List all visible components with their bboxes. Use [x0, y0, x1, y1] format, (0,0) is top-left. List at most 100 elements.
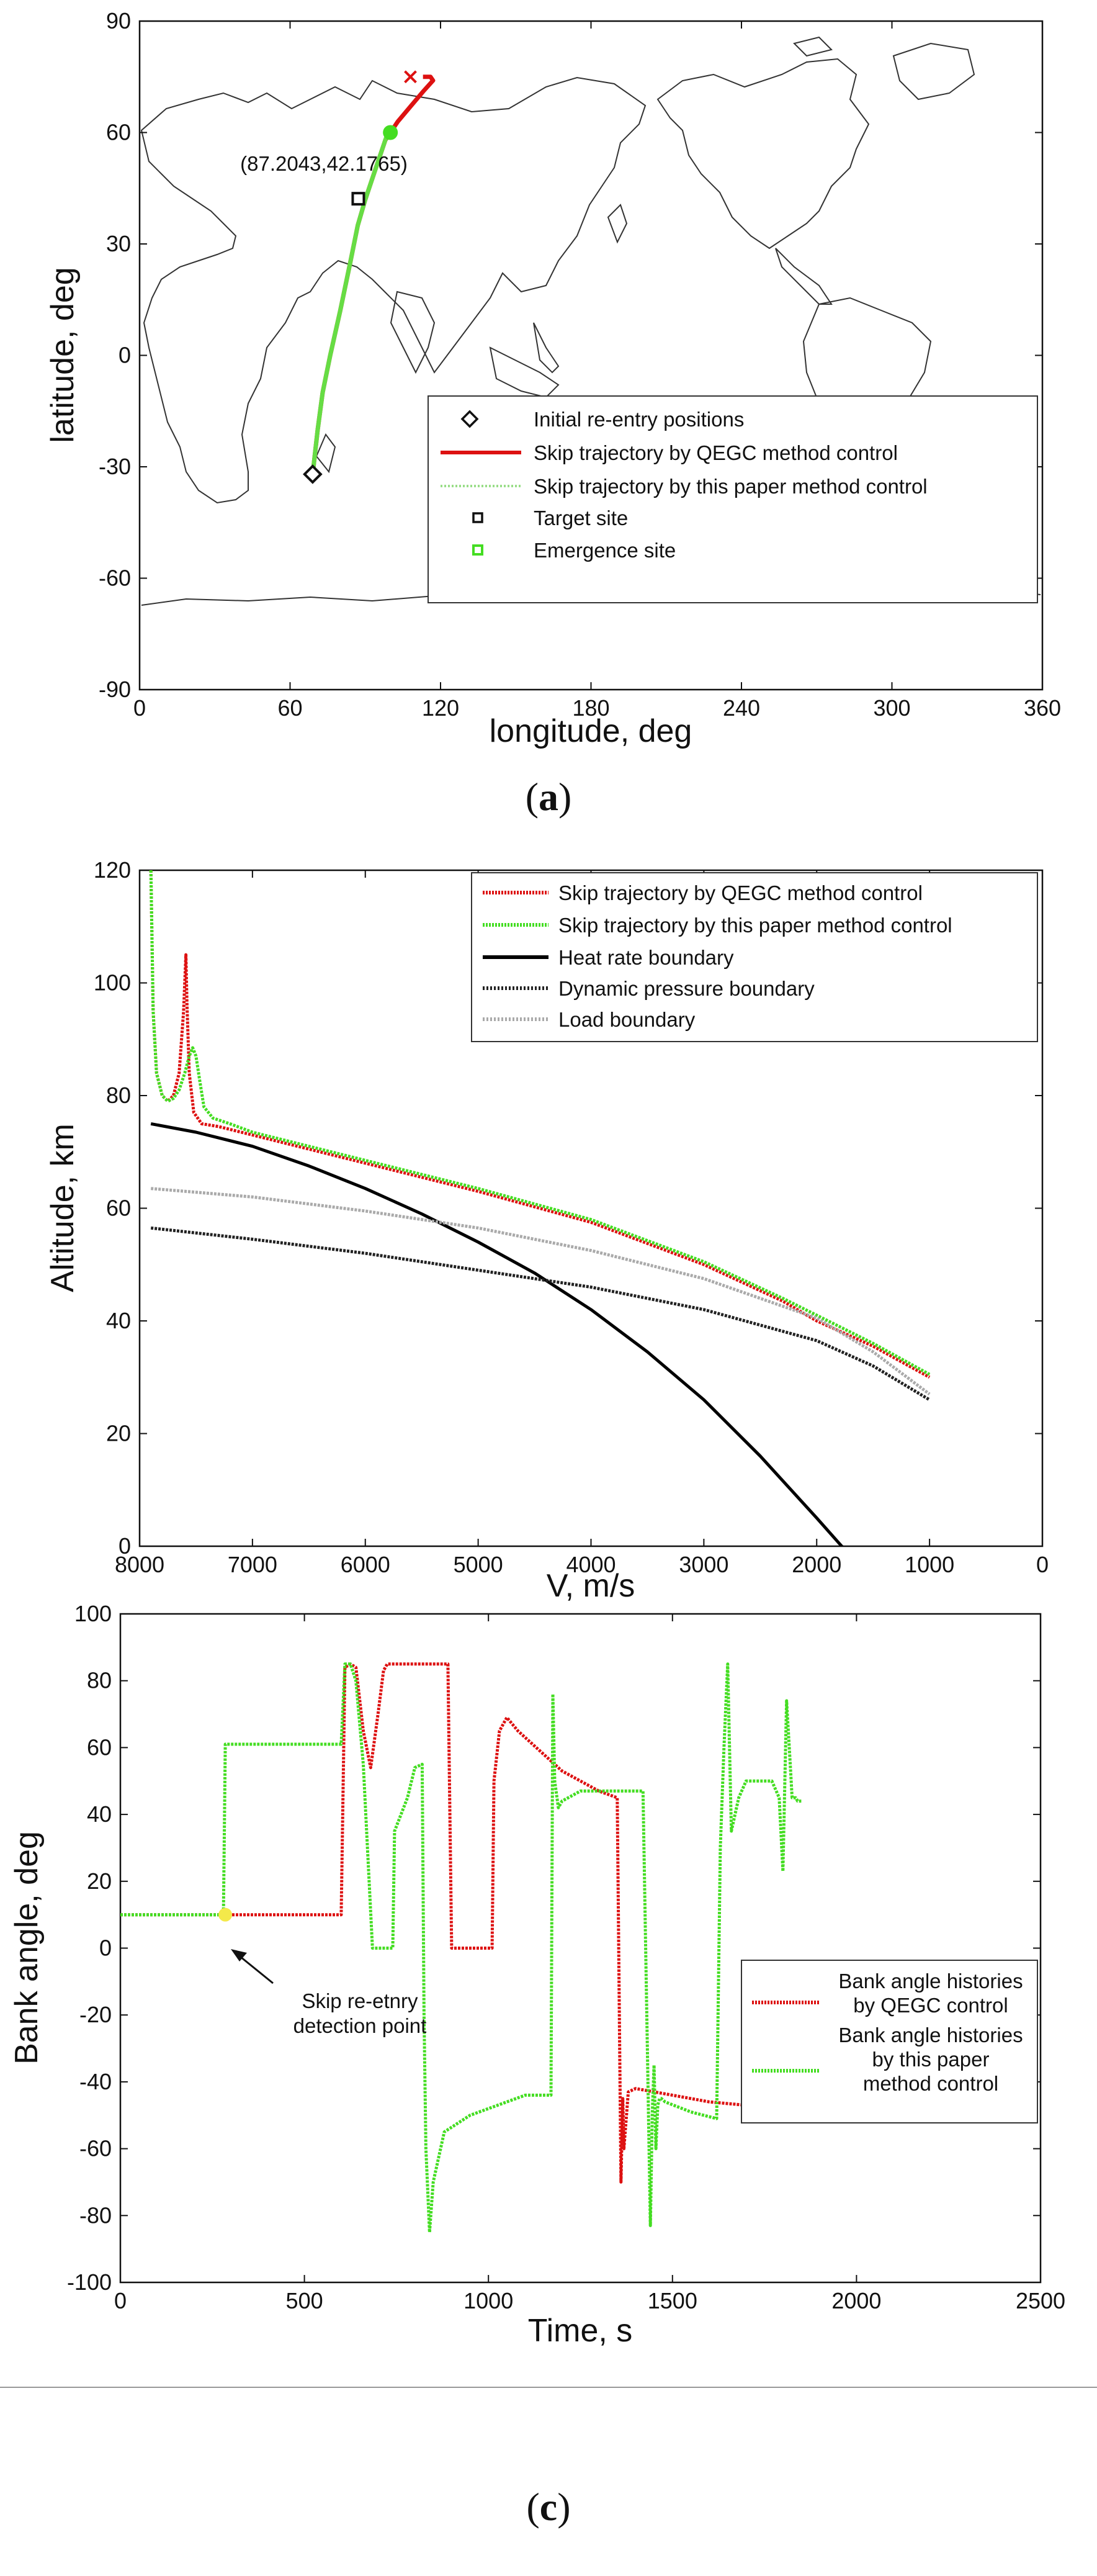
target-coordinate-label: (87.2043,42.1765)	[240, 152, 408, 175]
x-tick-label-b-1: 7000	[228, 1552, 277, 1577]
y-tick-label-a-5: 60	[106, 120, 131, 145]
series-line-b-4	[150, 1187, 931, 1396]
legend-c-item-qegc-line2: by QEGC control	[853, 1994, 1008, 2017]
y-tick-label-a-6: 90	[106, 8, 131, 34]
x-tick-label-a-5: 300	[873, 695, 910, 721]
y-tick-label-c-4: -20	[79, 2002, 112, 2027]
legend-box-b	[471, 872, 1038, 1042]
x-tick-label-c-4: 2000	[831, 2288, 881, 2313]
y-tick-label-a-3: 0	[119, 343, 131, 368]
legend-a-item-emergence: Emergence site	[534, 539, 676, 562]
x-tick-label-a-4: 240	[723, 695, 760, 721]
y-tick-label-c-9: 80	[87, 1668, 112, 1693]
axis-label-y-c: Bank angle, deg	[9, 1831, 45, 2065]
x-tick-label-b-6: 2000	[792, 1552, 841, 1577]
legend-box-a	[428, 395, 1038, 603]
legend-a: Initial re-entry positions Skip trajecto…	[428, 395, 1038, 603]
series-line-b-2	[150, 1122, 844, 1546]
detection-annotation: Skip re-etnry detection point	[231, 1949, 426, 2037]
x-tick-label-c-5: 2500	[1016, 2288, 1065, 2313]
x-tick-label-c-3: 1500	[648, 2288, 697, 2313]
x-tick-label-a-6: 360	[1024, 695, 1061, 721]
x-tick-label-b-8: 0	[1036, 1552, 1049, 1577]
legend-c-item-qegc-line1: Bank angle histories	[838, 1970, 1023, 1993]
y-tick-label-c-0: -100	[67, 2269, 112, 2295]
y-tick-label-a-0: -90	[99, 677, 131, 702]
y-tick-label-b-5: 100	[94, 970, 131, 996]
legend-c-item-paper-line2: by this paper	[872, 2048, 990, 2071]
axis-label-x-c: Time, s	[528, 2313, 633, 2349]
y-tick-label-c-5: 0	[99, 1935, 112, 1961]
legend-a-item-target: Target site	[534, 507, 628, 529]
legend-c-item-paper-line1: Bank angle histories	[838, 2024, 1023, 2047]
subfigure-label-c: (c)	[526, 2485, 570, 2529]
x-tick-label-b-2: 6000	[341, 1552, 390, 1577]
legend-b: Skip trajectory by QEGC method control S…	[471, 872, 1038, 1042]
panel-b: 8000 7000 6000 5000 4000 3000 2000 1000 0 0 20 40 60…	[45, 857, 1049, 1678]
legend-a-initial-marker	[460, 410, 479, 428]
x-tick-label-c-0: 0	[114, 2288, 127, 2313]
x-tick-label-b-3: 5000	[454, 1552, 503, 1577]
subfigure-letter-c: c	[540, 2485, 557, 2529]
axis-label-y-b: Altitude, km	[45, 1124, 81, 1292]
trajectory-end-marker	[404, 70, 417, 84]
y-tick-label-b-2: 40	[106, 1308, 131, 1333]
detection-label-line1: Skip re-etnry	[302, 1989, 418, 2012]
subfigure-label-a: (a)	[526, 775, 572, 819]
y-tick-label-c-10: 100	[74, 1601, 112, 1626]
y-tick-label-a-2: -30	[99, 454, 131, 479]
legend-box-c	[741, 1960, 1038, 2123]
series-line-b-1	[149, 870, 931, 1376]
y-tick-label-c-8: 60	[87, 1734, 112, 1760]
detection-arrowhead	[231, 1949, 247, 1961]
x-tick-label-a-3: 180	[572, 695, 609, 721]
y-tick-label-c-1: -80	[79, 2202, 112, 2228]
legend-b-item-heat: Heat rate boundary	[558, 946, 734, 969]
y-tick-label-b-3: 60	[106, 1196, 131, 1221]
series-line-c-1	[120, 1662, 802, 2234]
x-tick-label-a-1: 60	[277, 695, 302, 721]
axis-label-x-b: V, m/s	[547, 1568, 635, 1604]
y-tick-label-c-6: 20	[87, 1868, 112, 1894]
legend-a-item-initial: Initial re-entry positions	[534, 408, 744, 431]
legend-b-item-pressure: Dynamic pressure boundary	[558, 977, 815, 1000]
emergence-site-marker	[383, 125, 398, 140]
y-tick-label-b-1: 20	[106, 1421, 131, 1446]
legend-a-target-marker	[472, 512, 483, 523]
x-tick-label-c-2: 1000	[463, 2288, 513, 2313]
legend-a-emergence-marker	[472, 544, 483, 556]
legend-c-item-paper-line3: method control	[863, 2072, 998, 2095]
legend-c: Bank angle histories by QEGC control Ban…	[741, 1960, 1038, 2123]
x-tick-label-a-0: 0	[133, 695, 146, 721]
x-tick-label-c-1: 500	[286, 2288, 323, 2313]
y-tick-label-a-1: -60	[99, 565, 131, 591]
y-tick-label-c-3: -40	[79, 2069, 112, 2094]
y-tick-label-b-6: 120	[94, 857, 131, 883]
subfigure-letter-a: a	[539, 775, 558, 819]
legend-b-item-load: Load boundary	[558, 1008, 696, 1031]
detection-label-line2: detection point	[293, 2014, 427, 2037]
legend-a-item-qegc: Skip trajectory by QEGC method control	[534, 441, 898, 464]
initial-position-marker	[303, 464, 323, 484]
x-tick-label-b-4: 4000	[566, 1552, 616, 1577]
series-line-a-1	[310, 132, 390, 475]
x-tick-label-b-5: 3000	[679, 1552, 728, 1577]
legend-b-item-paper: Skip trajectory by this paper method con…	[558, 914, 952, 937]
legend-a-item-paper: Skip trajectory by this paper method con…	[534, 475, 928, 498]
x-tick-label-b-0: 8000	[115, 1552, 164, 1577]
legend-b-item-qegc: Skip trajectory by QEGC method control	[558, 881, 923, 904]
y-tick-label-c-7: 40	[87, 1801, 112, 1827]
detection-point-marker	[218, 1907, 233, 1922]
series-line-b-3	[150, 1226, 931, 1402]
axis-label-y-a: latitude, deg	[45, 267, 81, 443]
y-tick-label-c-2: -60	[79, 2136, 112, 2161]
target-site-marker	[351, 192, 365, 206]
y-tick-label-b-4: 80	[106, 1083, 131, 1108]
axis-label-x-a: longitude, deg	[490, 713, 692, 749]
y-tick-label-a-4: 30	[106, 231, 131, 256]
panel-c: 0 500 1000 1500 2000 2500 -100 -80 -60 -40 -20 0 20 4…	[0, 1601, 1097, 2529]
x-tick-label-b-7: 1000	[905, 1552, 954, 1577]
panel-a: 0 60 120 180 240 300 360 -90 -60 -30 0 30 60 90 longi…	[45, 8, 1061, 819]
y-tick-label-b-0: 0	[119, 1533, 131, 1559]
